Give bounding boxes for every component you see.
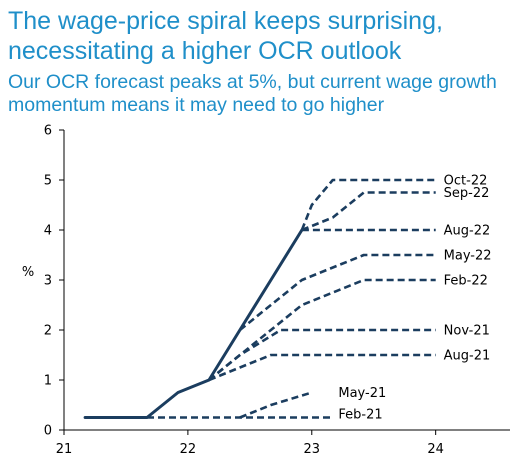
x-tick-label: 23	[304, 442, 321, 457]
series-label-nov-21: Nov-21	[444, 324, 490, 339]
series-label-feb-22: Feb-22	[444, 274, 488, 289]
chart-subtitle: Our OCR forecast peaks at 5%, but curren…	[8, 71, 497, 116]
x-tick-label: 24	[427, 442, 444, 457]
forecast-line-aug-21	[208, 353, 436, 382]
y-axis-label: %	[22, 265, 34, 280]
y-tick-label: 1	[44, 374, 52, 389]
x-tick-label: 22	[180, 442, 197, 457]
series-label-feb-21: Feb-21	[338, 408, 382, 423]
forecast-line-nov-21	[208, 328, 436, 382]
y-tick-label: 6	[44, 124, 52, 139]
x-tick-label: 21	[56, 442, 73, 457]
series-label-aug-22: Aug-22	[444, 224, 491, 239]
series-label-may-22: May-22	[444, 249, 492, 264]
x-axis-ticks: 21 22 23 24	[56, 430, 444, 457]
forecast-line-may-22	[239, 253, 436, 332]
forecast-line-feb-22	[208, 278, 436, 382]
actual-ocr-line	[83, 228, 304, 419]
series-label-oct-22: Oct-22	[444, 174, 488, 189]
series-label-aug-21: Aug-21	[444, 349, 491, 364]
chart-title: The wage-price spiral keeps surprising, …	[8, 7, 443, 65]
forecast-line-may-21	[239, 391, 313, 419]
y-tick-label: 4	[44, 224, 52, 239]
series-label-may-21: May-21	[338, 386, 386, 401]
y-tick-label: 0	[44, 424, 52, 439]
forecast-series	[83, 178, 436, 419]
y-axis-ticks: 0 1 2 3 4 5 6	[44, 124, 64, 439]
series-label-sep-22: Sep-22	[444, 186, 490, 201]
forecast-line-oct-22	[300, 178, 436, 231]
y-tick-label: 3	[44, 274, 52, 289]
y-tick-label: 2	[44, 324, 52, 339]
y-tick-label: 5	[44, 174, 52, 189]
forecast-line-sep-22	[301, 191, 436, 232]
